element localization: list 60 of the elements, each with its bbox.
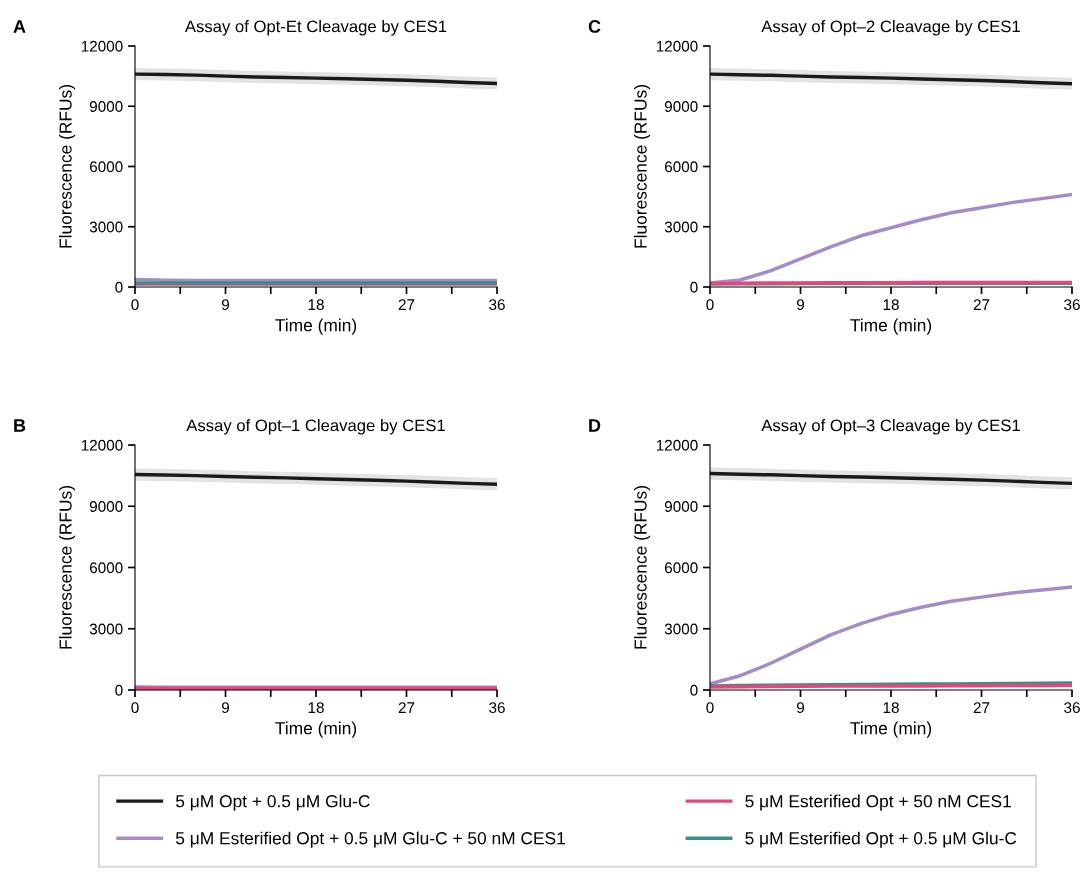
- x-axis-title: Time (min): [275, 318, 357, 335]
- y-axis-title: Fluorescence (RFUs): [633, 486, 651, 649]
- x-axis-title: Time (min): [275, 721, 357, 738]
- y-tick-label: 12000: [656, 40, 698, 52]
- x-tick-label: 18: [883, 702, 899, 714]
- x-tick-label: 27: [398, 702, 415, 713]
- chart-title: Assay of Opt-Et Cleavage by CES1: [184, 20, 447, 36]
- chart-title: Assay of Opt–3 Cleavage by CES1: [761, 419, 1020, 435]
- x-axis-title: Time (min): [850, 721, 932, 738]
- x-tick-label: 36: [489, 299, 505, 311]
- legend-label: 5 μM Esterified Opt + 50 nM CES1: [745, 794, 1011, 811]
- y-tick-label: 9000: [664, 101, 698, 112]
- x-tick-label: 27: [398, 299, 415, 310]
- y-axis-title: Fluorescence (RFUs): [58, 85, 76, 248]
- y-axis-title: Fluorescence (RFUs): [58, 486, 76, 649]
- y-tick-label: 12000: [656, 439, 698, 451]
- text: D: [589, 419, 601, 432]
- text: C: [588, 20, 601, 33]
- x-tick-label: 36: [1064, 702, 1080, 714]
- y-tick-label: 0: [690, 281, 698, 293]
- x-axis-title: Time (min): [850, 318, 932, 335]
- y-tick-label: 6000: [664, 161, 698, 173]
- x-tick-label: 0: [706, 702, 714, 714]
- x-tick-label: 36: [489, 702, 505, 714]
- x-tick-label: 0: [706, 299, 714, 311]
- x-tick-label: 27: [973, 702, 990, 713]
- y-tick-label: 9000: [89, 501, 123, 512]
- y-tick-label: 0: [115, 684, 123, 696]
- y-tick-label: 9000: [664, 501, 698, 512]
- y-tick-label: 3000: [89, 221, 123, 233]
- x-tick-label: 9: [796, 702, 805, 714]
- y-axis-title: Fluorescence (RFUs): [633, 85, 651, 248]
- y-tick-label: 12000: [81, 40, 123, 52]
- x-tick-label: 9: [221, 702, 230, 714]
- y-tick-label: 3000: [89, 623, 123, 635]
- y-tick-label: 9000: [89, 101, 123, 112]
- y-tick-label: 6000: [664, 562, 698, 574]
- y-tick-label: 6000: [89, 161, 123, 173]
- x-tick-label: 9: [221, 299, 230, 311]
- x-tick-label: 9: [796, 299, 805, 311]
- text: B: [14, 419, 26, 432]
- x-tick-label: 18: [308, 299, 324, 311]
- legend-label: 5 μM Esterified Opt + 0.5 μM Glu-C: [745, 831, 1017, 848]
- y-tick-label: 0: [115, 281, 123, 293]
- chart-title: Assay of Opt–2 Cleavage by CES1: [761, 20, 1020, 36]
- legend-label: 5 μM Opt + 0.5 μM Glu-C: [175, 794, 370, 811]
- y-tick-label: 3000: [664, 623, 698, 635]
- text: A: [13, 20, 26, 33]
- y-tick-label: 0: [690, 684, 698, 696]
- x-tick-label: 18: [883, 299, 899, 311]
- y-tick-label: 6000: [89, 562, 123, 574]
- x-tick-label: 18: [308, 702, 324, 714]
- y-tick-label: 3000: [664, 221, 698, 233]
- y-tick-label: 12000: [81, 439, 123, 451]
- x-tick-label: 36: [1064, 299, 1080, 311]
- x-tick-label: 27: [973, 299, 990, 310]
- legend-label: 5 μM Esterified Opt + 0.5 μM Glu-C + 50 nM CES1: [175, 831, 565, 848]
- x-tick-label: 0: [131, 299, 139, 311]
- chart-title: Assay of Opt–1 Cleavage by CES1: [186, 419, 445, 435]
- x-tick-label: 0: [131, 702, 139, 714]
